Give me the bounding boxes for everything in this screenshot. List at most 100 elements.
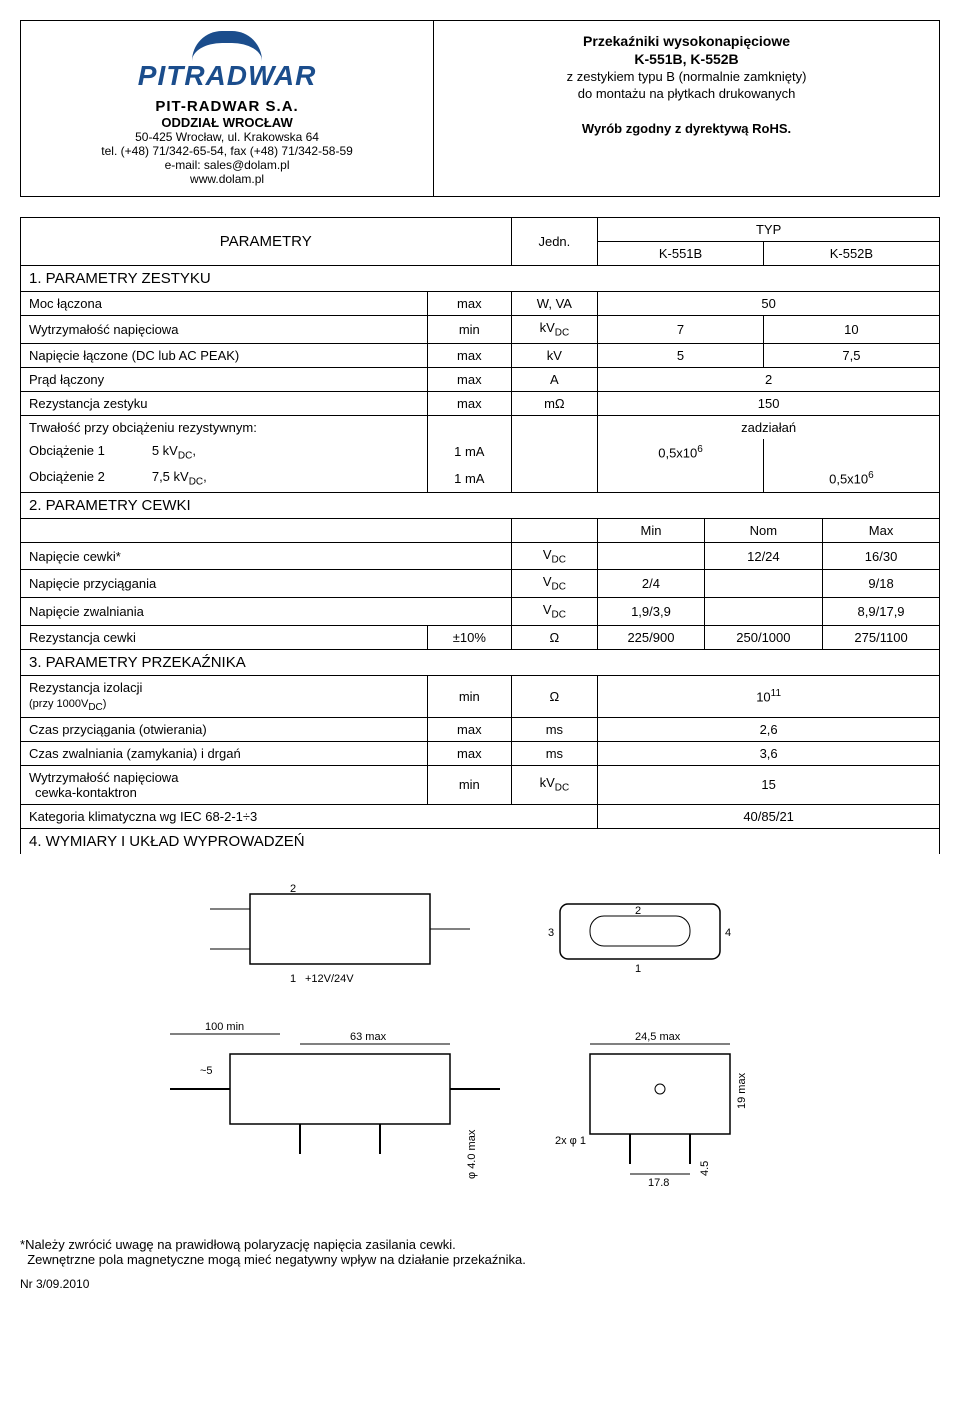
cell-label: Czas przyciągania (otwierania) bbox=[21, 717, 428, 741]
table-row: Czas przyciągania (otwierania) max ms 2,… bbox=[21, 717, 940, 741]
cell-val: 9/18 bbox=[823, 570, 940, 598]
title-line1: Przekaźniki wysokonapięciowe bbox=[450, 33, 923, 49]
label-text: Wytrzymałość napięciowa bbox=[29, 770, 178, 785]
cell-unit: Ω bbox=[511, 675, 598, 717]
table-row: 2. PARAMETRY CEWKI bbox=[21, 492, 940, 518]
section2-title: 2. PARAMETRY CEWKI bbox=[21, 492, 940, 518]
cell-label: Rezystancja izolacji (przy 1000VDC) bbox=[21, 675, 428, 717]
val-sup: 6 bbox=[697, 444, 703, 455]
val-sup: 11 bbox=[771, 688, 781, 699]
pin-label: 2 bbox=[290, 884, 296, 895]
table-row: Wytrzymałość napięciowa min kVDC 7 10 bbox=[21, 316, 940, 344]
cell-unit: A bbox=[511, 367, 598, 391]
rohs-line: Wyrób zgodny z dyrektywą RoHS. bbox=[450, 121, 923, 136]
pin-label: 4 bbox=[725, 927, 731, 939]
cell-val: 8,9/17,9 bbox=[823, 597, 940, 625]
cell-val: 1011 bbox=[598, 675, 940, 717]
logo-text: PITRADWAR bbox=[138, 60, 317, 91]
footnote-line2: Zewnętrzne pola magnetyczne mogą mieć ne… bbox=[27, 1252, 526, 1267]
cell-val: 15 bbox=[598, 765, 940, 804]
cell-lim: min bbox=[428, 765, 511, 804]
cell-empty bbox=[511, 439, 598, 466]
dim-label: 17.8 bbox=[648, 1177, 669, 1189]
cell-label: Napięcie przyciągania bbox=[21, 570, 512, 598]
label-tail: , bbox=[203, 469, 207, 484]
sublabel-sub: DC bbox=[88, 702, 102, 713]
cell-lim: min bbox=[428, 316, 511, 344]
dimension-diagram: 2 1 +12V/24V 3 4 2 1 100 min ~5 63 max bbox=[130, 884, 830, 1214]
cell-unit: ms bbox=[511, 741, 598, 765]
cell-empty bbox=[704, 570, 822, 598]
cell-val: 0,5x106 bbox=[763, 465, 939, 492]
cell-empty bbox=[428, 415, 511, 439]
cell-lim: max bbox=[428, 717, 511, 741]
table-row: Napięcie przyciągania VDC 2/4 9/18 bbox=[21, 570, 940, 598]
val-text: 0,5x10 bbox=[829, 472, 868, 487]
unit-text: kV bbox=[540, 320, 555, 335]
label-text: Obciążenie 1 5 kV bbox=[29, 443, 178, 458]
dim-label: 2x φ 1 bbox=[555, 1135, 586, 1147]
header-company: PITRADWAR PIT-RADWAR S.A. ODDZIAŁ WROCŁA… bbox=[21, 21, 434, 196]
cell-unit: mΩ bbox=[511, 391, 598, 415]
company-address: 50-425 Wrocław, ul. Krakowska 64 bbox=[31, 130, 423, 144]
table-row: 3. PARAMETRY PRZEKAŹNIKA bbox=[21, 649, 940, 675]
label-text: Obciążenie 2 7,5 kV bbox=[29, 469, 189, 484]
sublabel-tail: ) bbox=[103, 698, 107, 710]
cell-lim: ±10% bbox=[428, 625, 511, 649]
table-row: Kategoria klimatyczna wg IEC 68-2-1÷3 40… bbox=[21, 804, 940, 828]
cell-lim: 1 mA bbox=[428, 439, 511, 466]
cell-label: Wytrzymałość napięciowa cewka-kontaktron bbox=[21, 765, 428, 804]
cell-label: Czas zwalniania (zamykania) i drgań bbox=[21, 741, 428, 765]
table-row: Trwałość przy obciążeniu rezystywnym: za… bbox=[21, 415, 940, 439]
table-row: 1. PARAMETRY ZESTYKU bbox=[21, 266, 940, 292]
cell-unit: VDC bbox=[511, 542, 598, 570]
label-tail: , bbox=[192, 443, 196, 458]
table-row: Rezystancja zestyku max mΩ 150 bbox=[21, 391, 940, 415]
pin-label: 3 bbox=[548, 927, 554, 939]
cell-empty bbox=[598, 542, 704, 570]
company-web: www.dolam.pl bbox=[31, 172, 423, 186]
table-row: Min Nom Max bbox=[21, 518, 940, 542]
col-nom: Nom bbox=[704, 518, 822, 542]
label-sub: cewka-kontaktron bbox=[29, 785, 137, 800]
cell-label: Obciążenie 1 5 kVDC, bbox=[21, 439, 428, 466]
cell-label: Rezystancja zestyku bbox=[21, 391, 428, 415]
cell-empty bbox=[21, 518, 512, 542]
cell-label: Trwałość przy obciążeniu rezystywnym: bbox=[21, 415, 428, 439]
col-jedn: Jedn. bbox=[511, 218, 598, 266]
table-row: Napięcie łączone (DC lub AC PEAK) max kV… bbox=[21, 343, 940, 367]
section4-title: 4. WYMIARY I UKŁAD WYPROWADZEŃ bbox=[21, 828, 940, 854]
table-row: Moc łączona max W, VA 50 bbox=[21, 292, 940, 316]
table-row: PARAMETRY Jedn. TYP bbox=[21, 218, 940, 242]
pin-label: 1 bbox=[290, 973, 296, 985]
cell-empty bbox=[763, 439, 939, 466]
table-row: Obciążenie 1 5 kVDC, 1 mA 0,5x106 bbox=[21, 439, 940, 466]
dim-label: 24,5 max bbox=[635, 1031, 681, 1043]
cell-label: Prąd łączony bbox=[21, 367, 428, 391]
parameters-table: PARAMETRY Jedn. TYP K-551B K-552B 1. PAR… bbox=[20, 217, 940, 854]
cell-lim: max bbox=[428, 741, 511, 765]
unit-sub: DC bbox=[551, 554, 565, 565]
dim-label: ~5 bbox=[200, 1065, 213, 1077]
cell-lim: max bbox=[428, 367, 511, 391]
cell-label: Napięcie zwalniania bbox=[21, 597, 512, 625]
title-line4: do montażu na płytkach drukowanych bbox=[450, 86, 923, 101]
cell-label: Napięcie łączone (DC lub AC PEAK) bbox=[21, 343, 428, 367]
cell-unit: kVDC bbox=[511, 316, 598, 344]
unit-sub: DC bbox=[551, 610, 565, 621]
table-row: Obciążenie 2 7,5 kVDC, 1 mA 0,5x106 bbox=[21, 465, 940, 492]
col-min: Min bbox=[598, 518, 704, 542]
col-k551b: K-551B bbox=[598, 242, 764, 266]
cell-val: 5 bbox=[598, 343, 764, 367]
table-row: 4. WYMIARY I UKŁAD WYPROWADZEŃ bbox=[21, 828, 940, 854]
cell-val: 2 bbox=[598, 367, 940, 391]
company-name: PIT-RADWAR S.A. bbox=[31, 98, 423, 115]
cell-lim: max bbox=[428, 391, 511, 415]
col-typ: TYP bbox=[598, 218, 940, 242]
document-number: Nr 3/09.2010 bbox=[20, 1277, 940, 1291]
header-title: Przekaźniki wysokonapięciowe K-551B, K-5… bbox=[434, 21, 939, 196]
table-row: Prąd łączony max A 2 bbox=[21, 367, 940, 391]
cell-val: 250/1000 bbox=[704, 625, 822, 649]
cell-unit: Ω bbox=[511, 625, 598, 649]
title-line2: K-551B, K-552B bbox=[450, 51, 923, 67]
